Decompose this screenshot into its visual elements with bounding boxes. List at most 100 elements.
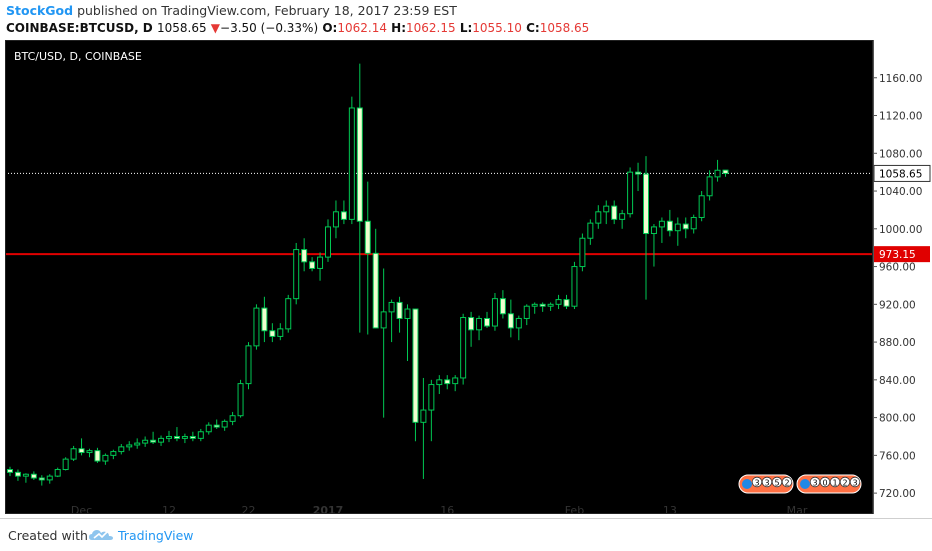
badge-digit: 2: [784, 479, 789, 488]
candle-body: [356, 107, 363, 222]
low-value: 1055.10: [472, 21, 522, 35]
candle-body: [269, 330, 276, 337]
candle-body: [285, 298, 292, 330]
candle-body: [364, 220, 371, 254]
candle-body: [611, 205, 618, 220]
candle-body: [706, 176, 713, 197]
badge-digit-circle: [771, 476, 783, 488]
badge-digit: 2: [842, 479, 847, 488]
candle-body: [507, 313, 514, 329]
candle-body: [444, 379, 451, 385]
candle-body: [332, 211, 339, 228]
last-price-label: 1058.65: [879, 168, 922, 180]
publish-info: published on TradingView.com, February 1…: [73, 3, 457, 18]
y-tick-label: 720.00: [879, 488, 916, 500]
badge-digit: 1: [832, 479, 837, 488]
candle-body: [70, 448, 77, 460]
x-tick-label: 12: [162, 504, 176, 517]
y-tick-label: 960.00: [879, 262, 916, 274]
candle-body: [46, 475, 53, 481]
y-tick-label: 1160.00: [879, 73, 922, 85]
created-with-label: Created with: [8, 528, 88, 543]
badge-digit: 0: [822, 479, 827, 488]
candle-body: [142, 439, 149, 444]
candle-body: [197, 431, 204, 439]
candle-body: [666, 220, 673, 232]
close-value: 1058.65: [539, 21, 590, 35]
badge-digit: 5: [774, 479, 779, 488]
y-tick-label: 920.00: [879, 299, 916, 311]
x-tick-label: Feb: [565, 504, 584, 517]
candle-body: [682, 223, 689, 230]
badge-digit: 3: [852, 479, 857, 488]
candle-body: [14, 471, 21, 477]
candle-body: [619, 213, 626, 220]
candle-body: [539, 303, 546, 307]
chart-area[interactable]: 720.00 760.00 800.00 840.00 880.00 920.00 960.…: [0, 40, 932, 518]
candle-body: [7, 469, 13, 473]
candle-body: [261, 307, 268, 332]
candle-body: [380, 311, 387, 329]
candle-body: [166, 435, 172, 439]
candle-body: [102, 454, 109, 462]
candle-body: [340, 211, 347, 220]
candle-body: [595, 211, 602, 224]
tradingview-cloud-icon[interactable]: [88, 527, 114, 547]
symbol-label: COINBASE:BTCUSD, D: [6, 21, 153, 35]
candle-body: [30, 473, 37, 479]
chart-title: BTC/USD, D, COINBASE: [14, 50, 142, 63]
candle-body: [658, 220, 665, 228]
price-axis-panel: [873, 40, 932, 514]
candle-body: [603, 205, 610, 213]
chart-header: StockGod published on TradingView.com, F…: [6, 2, 926, 38]
support-price-tag: [874, 246, 930, 263]
candlestick-chart[interactable]: 720.00 760.00 800.00 840.00 880.00 920.00 960.…: [0, 40, 932, 518]
candle-body: [253, 307, 260, 347]
candle-body: [515, 317, 522, 329]
candle-body: [348, 107, 355, 220]
candle-body: [499, 298, 506, 315]
badge-digit: 3: [754, 479, 759, 488]
y-tick-label: 880.00: [879, 337, 916, 349]
footer: Created with TradingView: [0, 518, 932, 551]
candle-body: [158, 437, 165, 443]
candle-body: [245, 345, 252, 385]
author-link[interactable]: StockGod: [6, 3, 74, 18]
candle-body: [118, 446, 125, 453]
candle-body: [468, 317, 475, 331]
candle-body: [555, 299, 562, 305]
time-axis-panel: [0, 514, 932, 518]
y-tick-label: 1040.00: [879, 186, 922, 198]
candle-body: [221, 420, 228, 428]
candle-body: [94, 450, 101, 462]
candle-body: [690, 216, 697, 230]
price-change: −3.50 (−0.33%): [220, 21, 319, 35]
candle-body: [62, 458, 69, 471]
high-value: 1062.15: [406, 21, 456, 35]
candle-body: [635, 171, 642, 175]
candle-body: [436, 379, 443, 386]
candle-body: [627, 171, 634, 215]
candle-body: [173, 435, 180, 439]
candle-body: [38, 477, 45, 481]
plot-border: [5, 40, 873, 514]
ohlc-line: COINBASE:BTCUSD, D 1058.65 ▼−3.50 (−0.33…: [6, 21, 589, 35]
candle-body: [547, 303, 554, 307]
candle-body: [22, 473, 29, 477]
candle-body: [523, 305, 530, 319]
candle-body: [372, 252, 379, 329]
candle-body: [396, 301, 403, 319]
badge-digit-circle: [761, 476, 773, 488]
x-tick-label: 16: [440, 504, 454, 517]
candle-body: [126, 444, 133, 448]
candle-body: [571, 266, 578, 307]
tradingview-brand[interactable]: TradingView: [118, 528, 194, 543]
y-tick-label: 1080.00: [879, 148, 922, 160]
candle-body: [460, 317, 467, 379]
candle-body: [531, 303, 538, 307]
candle-body: [587, 222, 594, 239]
candle-body: [412, 308, 419, 423]
badge-digit-circle: [809, 476, 821, 488]
